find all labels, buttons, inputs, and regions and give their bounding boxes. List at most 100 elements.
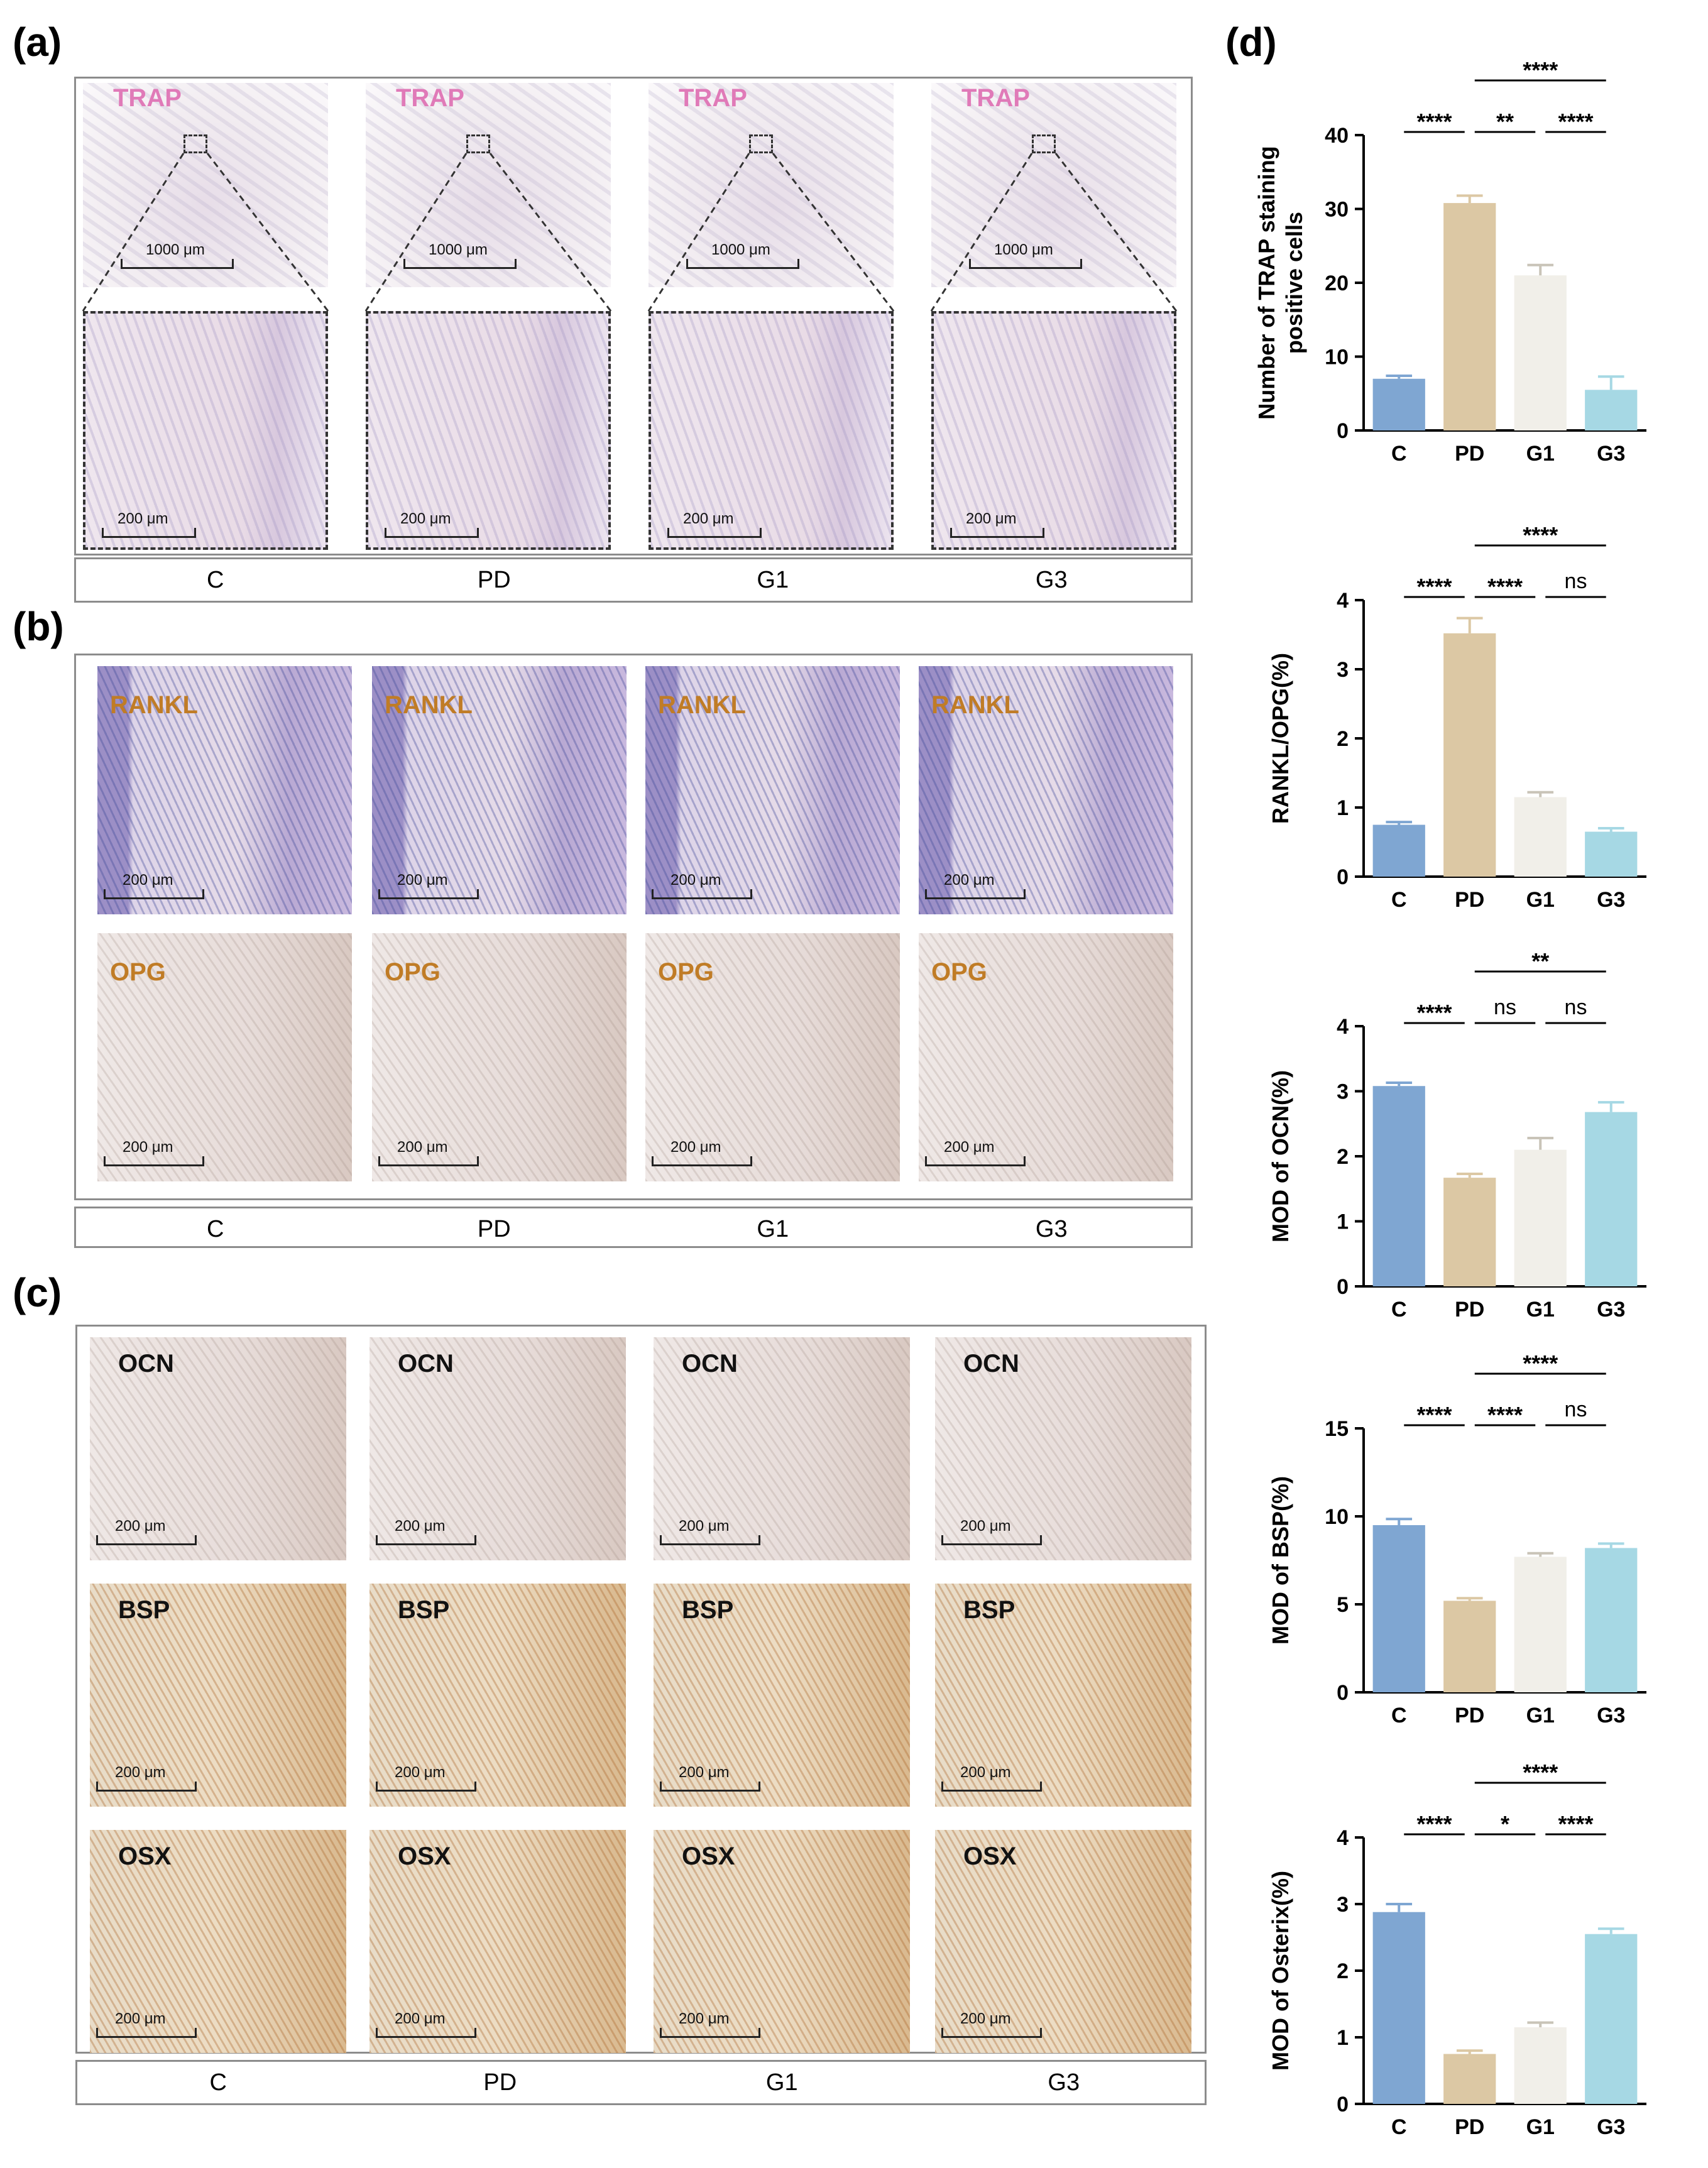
chart-4-xtick-label: G3 [1597, 2115, 1625, 2139]
trap-overview-c-scale-label: 1000 μm [146, 241, 205, 258]
opg-image-g3-scale-label: 200 μm [944, 1139, 995, 1156]
chart-2-sig-label: ** [1531, 948, 1549, 974]
chart-1-bar-c [1372, 824, 1425, 877]
trap-zoom-pd [366, 311, 611, 550]
chart-1-ytick-label: 4 [1337, 589, 1349, 613]
chart-2-ylabel: MOD of OCN(%) [1267, 1070, 1293, 1242]
bsp-label-g1: BSP [682, 1596, 734, 1624]
chart-3-xtick-label: PD [1455, 1704, 1484, 1727]
trap-zoom-c-scale-label: 200 μm [118, 510, 168, 527]
chart-2-xtick-label: PD [1455, 1298, 1484, 1322]
chart-4-ytick-label: 1 [1337, 2026, 1349, 2050]
chart-0-sig-label: **** [1558, 109, 1593, 134]
chart-0-sig-label: **** [1416, 109, 1452, 134]
opg-image-pd-scale-bar [378, 1156, 479, 1166]
chart-2-ytick-label: 0 [1337, 1275, 1349, 1299]
trap-zoom-g1-scale-bar [667, 528, 762, 538]
chart-3-sig-label: **** [1523, 1350, 1558, 1376]
chart-0-xtick-label: PD [1455, 442, 1484, 466]
chart-2-bar-g1 [1514, 1149, 1567, 1286]
ocn-label-c: OCN [118, 1350, 174, 1377]
osx-label-pd: OSX [398, 1842, 451, 1870]
group-label-c: C [209, 2069, 227, 2096]
chart-0-bar-c [1372, 378, 1425, 430]
trap-overview-g1 [649, 83, 894, 287]
chart-4-ytick-label: 0 [1337, 2093, 1349, 2116]
bsp-image-pd [370, 1584, 626, 1807]
chart-0-xtick-label: G3 [1597, 442, 1625, 466]
chart-3-bar-g3 [1585, 1548, 1638, 1692]
ocn-image-pd [370, 1337, 626, 1560]
bsp-image-pd-scale-bar [376, 1782, 476, 1792]
panel-b-label: (b) [13, 604, 64, 649]
opg-image-g1-scale-label: 200 μm [671, 1139, 721, 1156]
chart-2-ytick-label: 1 [1337, 1210, 1349, 1234]
chart-4-bar-g3 [1585, 1934, 1638, 2104]
trap-label-g1: TRAP [679, 84, 747, 112]
bsp-image-g3 [935, 1584, 1191, 1807]
rankl-image-g1-scale-label: 200 μm [671, 872, 721, 889]
ocn-image-c-scale-bar [96, 1535, 197, 1545]
rankl-image-c [97, 666, 352, 914]
trap-label-pd: TRAP [396, 84, 464, 112]
chart-4-xtick-label: PD [1455, 2115, 1484, 2139]
panel-c-label: (c) [13, 1270, 62, 1315]
chart-3-bar-c [1372, 1525, 1425, 1692]
chart-2-bar-g3 [1585, 1112, 1638, 1286]
bsp-image-g1-scale-label: 200 μm [679, 1764, 730, 1781]
rankl-image-pd-scale-label: 200 μm [397, 872, 448, 889]
chart-2-xtick-label: C [1391, 1298, 1407, 1322]
chart-4-ytick-label: 3 [1337, 1893, 1349, 1917]
zoom-region-pd [466, 134, 490, 153]
rankl-image-g3 [919, 666, 1173, 914]
chart-4-ytick-label: 2 [1337, 1959, 1349, 1983]
chart-2-ytick-label: 3 [1337, 1080, 1349, 1104]
rankl-image-pd-scale-bar [378, 889, 479, 899]
chart-1-sig-label: ns [1565, 569, 1587, 593]
trap-zoom-c [83, 311, 328, 550]
osx-label-g3: OSX [963, 1842, 1017, 1870]
bsp-label-pd: BSP [398, 1596, 450, 1624]
chart-4-sig-label: **** [1523, 1760, 1558, 1785]
rankl-label-pd: RANKL [385, 691, 473, 719]
chart-3-bar-pd [1443, 1601, 1496, 1692]
group-label-g3: G3 [1048, 2069, 1080, 2096]
chart-1-xtick-label: C [1391, 888, 1407, 912]
zoom-region-g3 [1032, 134, 1056, 153]
rankl-image-g3-scale-bar [925, 889, 1026, 899]
trap-overview-pd [366, 83, 611, 287]
chart-1-xtick-label: G1 [1526, 888, 1555, 912]
zoom-connector-lines [82, 153, 1178, 312]
rankl-image-c-scale-bar [104, 889, 204, 899]
chart-3-ytick-label: 0 [1337, 1681, 1349, 1705]
group-label-g1: G1 [757, 1216, 789, 1242]
chart-2-xtick-label: G1 [1526, 1298, 1555, 1322]
chart-1-xtick-label: G3 [1597, 888, 1625, 912]
chart-0-ytick-label: 0 [1337, 419, 1349, 443]
osx-image-g1 [654, 1830, 910, 2053]
chart-1-ytick-label: 3 [1337, 658, 1349, 682]
trap-zoom-g3 [931, 311, 1176, 550]
chart-3-ytick-label: 10 [1325, 1505, 1349, 1529]
ocn-image-c [90, 1337, 346, 1560]
chart-4-sig-label: **** [1558, 1811, 1593, 1837]
trap-overview-g3-scale-bar [969, 259, 1082, 269]
group-label-c: C [207, 567, 224, 593]
chart-3-sig-label: **** [1487, 1402, 1523, 1428]
chart-4-sig-label: * [1501, 1811, 1509, 1837]
chart-3-xtick-label: C [1391, 1704, 1407, 1727]
trap-zoom-g3-scale-bar [950, 528, 1044, 538]
rankl-label-c: RANKL [110, 691, 198, 719]
ocn-label-pd: OCN [398, 1350, 454, 1377]
trap-zoom-c-scale-bar [102, 528, 196, 538]
chart-0-bar-g1 [1514, 275, 1567, 430]
osx-image-pd [370, 1830, 626, 2053]
group-label-pd: PD [477, 567, 511, 593]
chart-0-ytick-label: 40 [1325, 124, 1349, 148]
rankl-image-c-scale-label: 200 μm [123, 872, 173, 889]
chart-0-ytick-label: 20 [1325, 271, 1349, 295]
group-label-pd: PD [483, 2069, 517, 2096]
trap-overview-c [83, 83, 328, 287]
trap-zoom-g1-scale-label: 200 μm [683, 510, 734, 527]
trap-label-g3: TRAP [961, 84, 1030, 112]
